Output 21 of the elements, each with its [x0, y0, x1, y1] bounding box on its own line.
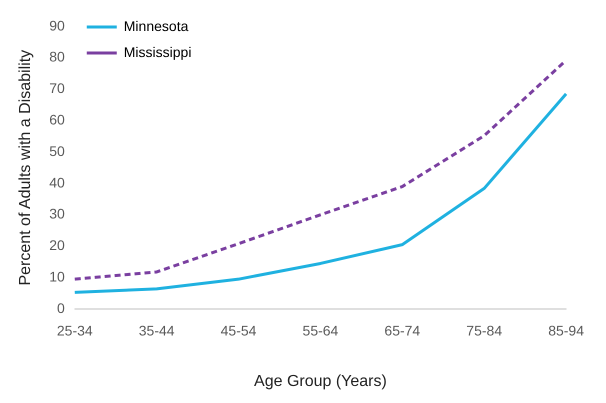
legend-label: Mississippi — [124, 44, 192, 60]
y-tick-label: 60 — [49, 111, 65, 128]
y-tick-label: 20 — [49, 237, 65, 254]
y-tick-label: 50 — [49, 142, 65, 159]
y-tick-label: 80 — [49, 48, 65, 65]
x-tick-label: 45-54 — [220, 322, 257, 338]
x-axis-title: Age Group (Years) — [254, 372, 387, 390]
x-tick-label: 25-34 — [56, 322, 93, 338]
x-tick-label: 35-44 — [138, 322, 175, 338]
y-axis-title: Percent of Adults with a Disability — [17, 50, 34, 286]
legend-label: Minnesota — [124, 18, 189, 34]
y-tick-label: 40 — [49, 174, 65, 190]
y-tick-label: 10 — [49, 268, 65, 284]
y-tick-label: 90 — [49, 17, 65, 34]
x-tick-label: 55-64 — [302, 322, 339, 338]
x-tick-label: 65-74 — [384, 322, 420, 338]
y-tick-label: 70 — [49, 80, 65, 96]
x-tick-label: 85-94 — [548, 322, 584, 338]
y-tick-label: 0 — [56, 300, 65, 316]
y-tick-label: 30 — [49, 206, 65, 222]
x-tick-label: 75-84 — [466, 322, 502, 338]
